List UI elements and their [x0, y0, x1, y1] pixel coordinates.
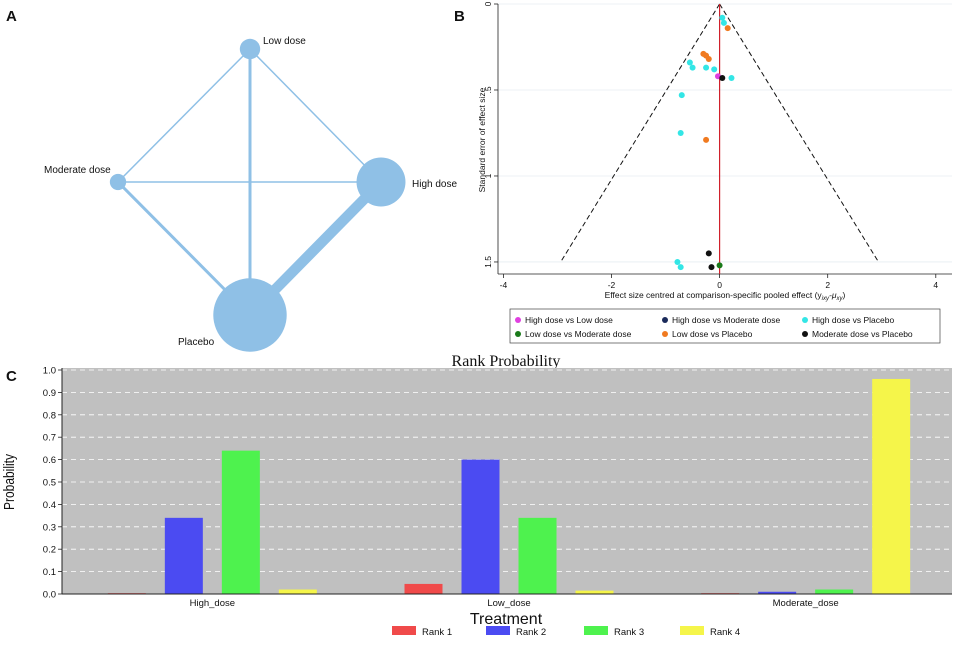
bar-low-dose-rank-4	[575, 590, 614, 594]
legend-marker-high-dose-vs-low-dose	[515, 317, 521, 323]
funnel-legend-box	[509, 308, 941, 344]
point-high-dose-vs-placebo	[703, 64, 710, 71]
rank-y-tick-label: 0.9	[43, 388, 56, 399]
bar-low-dose-rank-2	[461, 459, 500, 594]
funnel-x-tick-label: -4	[500, 280, 508, 290]
node-label-placebo: Placebo	[178, 337, 215, 348]
funnel-x-tick-label: 0	[717, 280, 722, 290]
bar-high-dose-rank-3	[221, 450, 260, 594]
point-high-dose-vs-placebo	[674, 258, 681, 265]
point-high-dose-vs-placebo	[678, 92, 685, 99]
legend-label-rank-1: Rank 1	[422, 627, 452, 638]
network-plot: Low dose Moderate dose High dose Placebo	[44, 36, 457, 352]
legend-label-moderate-dose-vs-placebo: Moderate dose vs Placebo	[812, 329, 913, 339]
bar-moderate-dose-rank-4	[872, 378, 911, 594]
legend-label-low-dose-vs-moderate-dose: Low dose vs Moderate dose	[525, 329, 632, 339]
point-high-dose-vs-placebo	[728, 74, 735, 81]
node-label-moderate-dose: Moderate dose	[44, 165, 111, 176]
legend-swatch-rank-1	[392, 626, 416, 635]
point-low-dose-vs-moderate-dose	[716, 262, 723, 269]
point-high-dose-vs-placebo	[686, 59, 693, 66]
funnel-x-tick-label: -2	[608, 280, 616, 290]
edge-low-dose-moderate-dose	[117, 48, 251, 183]
legend-label-rank-3: Rank 3	[614, 627, 644, 638]
node-label-low-dose: Low dose	[263, 36, 306, 47]
legend-label-rank-4: Rank 4	[710, 627, 740, 638]
edge-low-dose-high-dose	[249, 48, 382, 183]
point-low-dose-vs-placebo	[703, 136, 710, 143]
rank-y-tick-label: 0.0	[43, 590, 56, 601]
funnel-right-limit	[719, 3, 879, 263]
rank-y-tick-label: 0.7	[43, 433, 56, 444]
point-moderate-dose-vs-placebo	[719, 74, 726, 81]
point-high-dose-vs-placebo	[711, 66, 718, 73]
legend-label-high-dose-vs-placebo: High dose vs Placebo	[812, 315, 894, 325]
funnel-y-tick-label: 0	[483, 1, 493, 6]
funnel-x-label: Effect size centred at comparison-specif…	[605, 290, 846, 302]
node-placebo	[213, 278, 287, 352]
legend-marker-high-dose-vs-moderate-dose	[662, 317, 668, 323]
funnel-x-tick-label: 4	[933, 280, 938, 290]
funnel-y-label: Standard error of effect size	[477, 87, 487, 192]
funnel-plot-area	[498, 4, 952, 274]
rank-probability-chart: Rank Probability 0.0 0.1 0.2 0.3 0.4 0.5 0.6 0.…	[1, 353, 952, 638]
bar-low-dose-rank-1	[404, 583, 443, 594]
legend-swatch-rank-3	[584, 626, 608, 635]
legend-swatch-rank-2	[486, 626, 510, 635]
legend-label-low-dose-vs-placebo: Low dose vs Placebo	[672, 329, 753, 339]
funnel-x-tick-label: 2	[825, 280, 830, 290]
node-high-dose	[356, 157, 406, 207]
legend-label-rank-2: Rank 2	[516, 627, 546, 638]
legend-label-high-dose-vs-moderate-dose: High dose vs Moderate dose	[672, 315, 780, 325]
funnel-y-tick-label: 1.5	[483, 256, 493, 268]
legend-label-high-dose-vs-low-dose: High dose vs Low dose	[525, 315, 613, 325]
panel-a-label: A	[6, 8, 17, 25]
legend-swatch-rank-4	[680, 626, 704, 635]
panel-b-label: B	[454, 8, 465, 25]
rank-y-label: Probability	[1, 454, 18, 510]
rank-x-tick-label: Moderate_dose	[773, 598, 839, 609]
point-high-dose-vs-placebo	[677, 129, 684, 136]
rank-plot-area	[62, 368, 952, 594]
point-high-dose-vs-placebo	[720, 19, 727, 26]
legend-marker-low-dose-vs-moderate-dose	[515, 331, 521, 337]
legend-marker-high-dose-vs-placebo	[802, 317, 808, 323]
bar-moderate-dose-rank-3	[815, 589, 854, 594]
node-label-high-dose: High dose	[412, 179, 457, 190]
bar-low-dose-rank-3	[518, 517, 557, 594]
rank-x-tick-label: Low_dose	[487, 598, 530, 609]
point-moderate-dose-vs-placebo	[708, 264, 715, 271]
rank-y-tick-label: 0.3	[43, 522, 56, 533]
funnel-plot: 0 .5 1 1.5 -4 -2 0 2 4 Effect size centred at co…	[477, 1, 952, 344]
rank-y-tick-label: 0.1	[43, 567, 56, 578]
bar-high-dose-rank-2	[164, 517, 203, 594]
point-low-dose-vs-placebo	[705, 56, 712, 63]
rank-y-tick-label: 0.2	[43, 545, 56, 556]
legend-marker-low-dose-vs-placebo	[662, 331, 668, 337]
funnel-y-tick-label: .5	[483, 86, 493, 93]
legend-marker-moderate-dose-vs-placebo	[802, 331, 808, 337]
rank-x-tick-label: High_dose	[190, 598, 235, 609]
rank-y-tick-label: 0.6	[43, 455, 56, 466]
point-high-dose-vs-placebo	[719, 14, 726, 21]
rank-y-tick-label: 1.0	[43, 366, 56, 377]
rank-x-label: Treatment	[470, 611, 543, 628]
point-moderate-dose-vs-placebo	[705, 250, 712, 257]
node-low-dose	[239, 38, 261, 60]
node-moderate-dose	[109, 173, 127, 191]
rank-y-tick-label: 0.8	[43, 410, 56, 421]
bar-moderate-dose-rank-2	[758, 591, 797, 594]
point-high-dose-vs-placebo	[677, 264, 684, 271]
funnel-left-limit	[560, 3, 721, 263]
rank-y-tick-label: 0.5	[43, 478, 56, 489]
rank-y-tick-label: 0.4	[43, 500, 56, 511]
rank-chart-title: Rank Probability	[452, 353, 561, 370]
point-low-dose-vs-placebo	[724, 25, 731, 32]
funnel-y-tick-label: 1	[483, 173, 493, 178]
point-high-dose-vs-placebo	[689, 64, 696, 71]
panel-c-label: C	[6, 368, 17, 385]
bar-high-dose-rank-4	[278, 589, 317, 594]
